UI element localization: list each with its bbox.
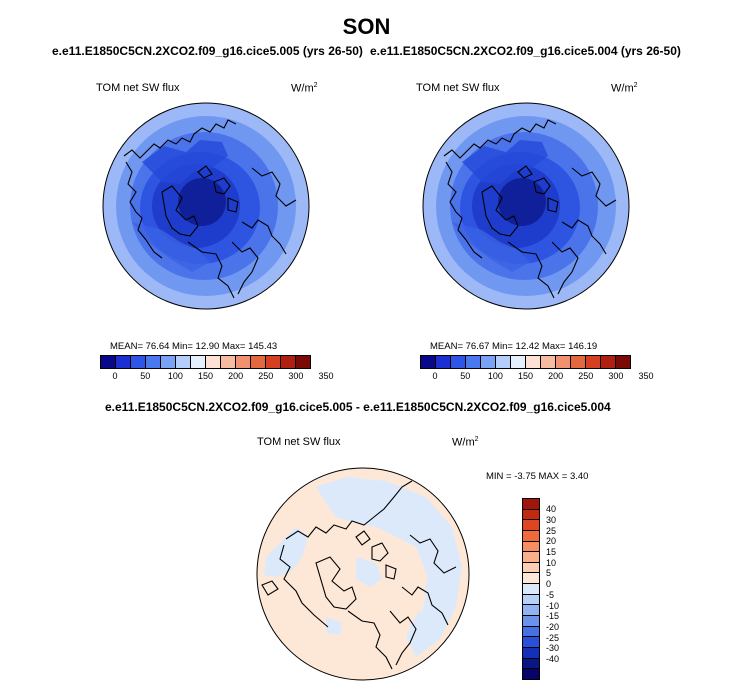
colorbar-tick-label: 5 — [546, 568, 552, 579]
panel1-variable-label: TOM net SW flux — [96, 82, 180, 94]
colorbar-tick-label: 200 — [228, 371, 244, 381]
colorbar-swatch — [523, 647, 539, 659]
colorbar-tick-label: 300 — [288, 371, 304, 381]
colorbar-swatch — [541, 356, 556, 368]
colorbar-swatch — [131, 356, 146, 368]
colorbar-swatch — [586, 356, 601, 368]
colorbar-tick-label: 10 — [546, 557, 557, 568]
colorbar-swatch — [206, 356, 221, 368]
colorbar-tick-label: 20 — [546, 536, 557, 547]
colorbar-swatch — [523, 616, 539, 627]
colorbar-swatch — [496, 356, 511, 368]
colorbar-tick-label: 30 — [546, 514, 557, 525]
diff-colorbar — [522, 498, 540, 680]
colorbar-swatch — [146, 356, 161, 368]
colorbar-swatch — [266, 356, 281, 368]
panel2-units-label: W/m2 — [611, 82, 638, 95]
panel1-case-name: e.e11.E1850C5CN.2XCO2.f09_g16.cice5.005 … — [52, 44, 363, 58]
colorbar-swatch — [116, 356, 131, 368]
colorbar-swatch — [556, 356, 571, 368]
colorbar-tick-label: 0 — [546, 579, 552, 590]
colorbar-swatch — [523, 626, 539, 638]
colorbar-tick-label: 250 — [258, 371, 274, 381]
colorbar-swatch — [101, 356, 116, 368]
colorbar-swatch — [221, 356, 236, 368]
colorbar-tick-label: 50 — [140, 371, 151, 381]
colorbar-swatch — [523, 509, 539, 521]
diff-polar-map — [256, 467, 470, 681]
colorbar-swatch — [523, 605, 539, 617]
panel1-units-label: W/m2 — [291, 82, 318, 95]
diff-variable-label: TOM net SW flux — [257, 436, 341, 448]
colorbar-swatch — [523, 584, 539, 595]
colorbar-tick-label: 350 — [318, 371, 334, 381]
colorbar-swatch — [191, 356, 206, 368]
colorbar-swatch — [523, 637, 539, 648]
colorbar-tick-label: 100 — [167, 371, 183, 381]
colorbar-swatch — [511, 356, 526, 368]
colorbar-swatch — [523, 562, 539, 574]
colorbar-swatch — [523, 552, 539, 563]
colorbar-swatch — [571, 356, 586, 368]
colorbar-tick-label: 25 — [546, 525, 557, 536]
diff-case-name: e.e11.E1850C5CN.2XCO2.f09_g16.cice5.005 … — [105, 400, 611, 414]
colorbar-swatch — [523, 594, 539, 606]
colorbar-swatch — [296, 356, 310, 368]
colorbar-tick-label: -30 — [546, 643, 560, 654]
colorbar-swatch — [451, 356, 466, 368]
panel2-variable-label: TOM net SW flux — [416, 82, 500, 94]
plot-title: SON — [342, 14, 391, 39]
colorbar-tick-label: 50 — [460, 371, 471, 381]
colorbar-tick-label: 0 — [432, 371, 438, 381]
colorbar-swatch — [161, 356, 176, 368]
colorbar-tick-label: 300 — [608, 371, 624, 381]
colorbar-tick-label: 100 — [487, 371, 503, 381]
colorbar-tick-label: 150 — [517, 371, 534, 381]
colorbar-tick-label: 250 — [578, 371, 594, 381]
panel2-colorbar — [420, 355, 631, 369]
colorbar-tick-label: 40 — [546, 504, 557, 515]
colorbar-swatch — [616, 356, 630, 368]
colorbar-swatch — [523, 658, 539, 670]
colorbar-swatch — [523, 520, 539, 531]
diff-units-label: W/m2 — [452, 436, 479, 449]
colorbar-tick-label: -15 — [546, 611, 560, 622]
colorbar-tick-label: -20 — [546, 621, 560, 632]
colorbar-swatch — [523, 530, 539, 542]
panel1-colorbar — [100, 355, 311, 369]
colorbar-swatch — [523, 541, 539, 553]
panel2-case-name: e.e11.E1850C5CN.2XCO2.f09_g16.cice5.004 … — [370, 44, 681, 58]
colorbar-swatch — [436, 356, 451, 368]
colorbar-swatch — [523, 499, 539, 510]
colorbar-tick-label: 0 — [112, 371, 118, 381]
colorbar-swatch — [523, 573, 539, 585]
colorbar-tick-label: -5 — [546, 589, 555, 600]
panel1-stats: MEAN= 76.64 Min= 12.90 Max= 145.43 — [110, 341, 278, 352]
colorbar-swatch — [523, 669, 539, 679]
panel1-polar-map — [102, 102, 310, 310]
diff-stats: MIN = -3.75 MAX = 3.40 — [486, 471, 589, 482]
colorbar-tick-label: 15 — [546, 547, 557, 558]
colorbar-swatch — [251, 356, 266, 368]
colorbar-swatch — [481, 356, 496, 368]
colorbar-swatch — [466, 356, 481, 368]
colorbar-swatch — [601, 356, 616, 368]
colorbar-swatch — [281, 356, 296, 368]
colorbar-tick-label: 150 — [197, 371, 214, 381]
colorbar-tick-label: 200 — [548, 371, 564, 381]
panel2-stats: MEAN= 76.67 Min= 12.42 Max= 146.19 — [430, 341, 598, 352]
colorbar-tick-label: 350 — [638, 371, 654, 381]
colorbar-tick-label: -10 — [546, 600, 560, 611]
colorbar-swatch — [236, 356, 251, 368]
colorbar-swatch — [526, 356, 541, 368]
colorbar-tick-label: -25 — [546, 632, 560, 643]
colorbar-swatch — [421, 356, 436, 368]
panel2-polar-map — [422, 102, 630, 310]
colorbar-tick-label: -40 — [546, 654, 560, 665]
colorbar-swatch — [176, 356, 191, 368]
